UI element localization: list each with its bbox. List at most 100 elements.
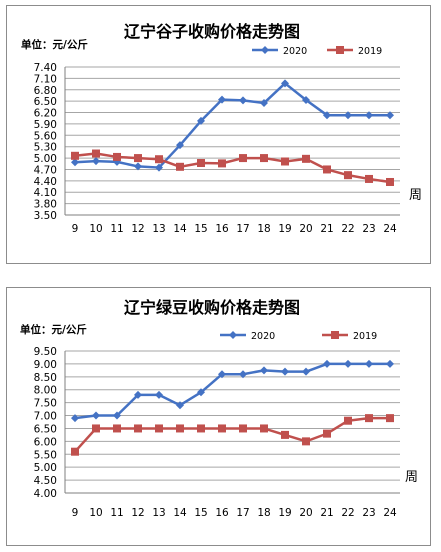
data-point-2020 <box>281 79 289 88</box>
y-tick-label: 4.10 <box>34 187 57 199</box>
x-tick-label: 14 <box>173 507 187 519</box>
y-tick-label: 4.00 <box>34 488 57 500</box>
data-point-2020 <box>155 390 163 399</box>
data-point-2020 <box>197 388 205 397</box>
data-point-2020 <box>365 359 373 368</box>
y-tick-label: 4.50 <box>34 475 57 487</box>
data-point-2020 <box>260 366 268 375</box>
chart-panel-millet: 辽宁谷子收购价格走势图 单位：元/公斤 2020 2019 7.40 7.10 6.80 6.… <box>6 5 431 264</box>
data-point-2019 <box>323 429 331 438</box>
legend-marker-2020 <box>229 331 237 339</box>
x-tick-label: 21 <box>320 223 333 235</box>
data-point-2019 <box>197 159 205 168</box>
data-point-2020 <box>92 157 100 166</box>
y-tick-label: 6.80 <box>34 85 57 97</box>
y-tick-label: 7.10 <box>34 73 57 85</box>
data-point-2019 <box>365 414 373 423</box>
y-tick-label: 5.00 <box>34 153 57 165</box>
data-point-2019 <box>344 171 352 180</box>
x-tick-label: 16 <box>215 507 229 519</box>
x-axis-label: 周 <box>405 470 418 485</box>
y-tick-label: 4.70 <box>34 164 57 176</box>
x-tick-label: 24 <box>383 507 397 519</box>
data-point-2019 <box>71 151 79 160</box>
data-point-2020 <box>365 111 373 120</box>
data-point-2020 <box>239 96 247 105</box>
data-point-2020 <box>197 116 205 125</box>
data-point-2020 <box>113 411 121 420</box>
x-tick-label: 17 <box>236 223 249 235</box>
legend-label-2020: 2020 <box>283 46 307 57</box>
x-tick-label: 18 <box>257 507 270 519</box>
y-gridlines <box>65 66 400 216</box>
x-tick-label: 17 <box>236 507 249 519</box>
data-point-2020 <box>176 141 184 150</box>
data-point-2020 <box>323 111 331 120</box>
x-tick-label: 11 <box>110 223 123 235</box>
x-tick-label: 22 <box>341 507 354 519</box>
data-point-2020 <box>323 359 331 368</box>
data-point-2019 <box>386 414 394 423</box>
data-point-2019 <box>155 424 163 433</box>
y-tick-label: 9.00 <box>34 359 57 371</box>
legend-marker-2019 <box>336 46 344 54</box>
x-tick-label: 11 <box>110 507 123 519</box>
x-tick-label: 10 <box>89 223 102 235</box>
legend-label-2020: 2020 <box>251 331 275 342</box>
data-point-2019 <box>260 424 268 433</box>
data-point-2019 <box>239 424 247 433</box>
data-point-2019 <box>113 152 121 161</box>
data-point-2019 <box>323 165 331 174</box>
x-tick-label: 13 <box>152 507 165 519</box>
legend-label-2019: 2019 <box>353 331 377 342</box>
data-point-2020 <box>239 370 247 379</box>
series-line-2020 <box>74 82 390 169</box>
x-tick-label: 14 <box>173 223 187 235</box>
unit-label: 单位：元/公斤 <box>20 323 87 336</box>
y-tick-label: 7.00 <box>34 411 57 423</box>
x-tick-label: 9 <box>72 223 79 235</box>
data-point-2020 <box>302 96 310 105</box>
data-point-2020 <box>71 158 79 167</box>
data-point-2019 <box>218 159 226 168</box>
x-tick-label: 19 <box>278 507 291 519</box>
x-tick-label: 16 <box>215 223 229 235</box>
data-point-2019 <box>302 437 310 446</box>
y-tick-label: 7.40 <box>34 62 57 74</box>
y-tick-label: 4.40 <box>34 176 57 188</box>
y-tick-label: 3.80 <box>34 199 57 211</box>
x-tick-label: 12 <box>131 507 144 519</box>
legend-marker-2020 <box>261 46 269 54</box>
data-point-2019 <box>134 424 142 433</box>
data-point-2019 <box>344 416 352 425</box>
series-line-2019 <box>74 152 391 184</box>
data-point-2019 <box>176 424 184 433</box>
x-tick-label: 23 <box>362 507 375 519</box>
data-point-2019 <box>218 424 226 433</box>
data-point-2019 <box>176 162 184 171</box>
data-point-2019 <box>71 447 79 456</box>
y-tick-label: 5.90 <box>34 119 57 131</box>
data-point-2019 <box>155 155 163 164</box>
data-point-2019 <box>134 154 142 163</box>
x-tick-label: 19 <box>278 223 291 235</box>
data-point-2019 <box>92 149 100 158</box>
unit-label: 单位：元/公斤 <box>21 38 88 51</box>
y-tick-label: 5.60 <box>34 130 57 142</box>
x-tick-label: 10 <box>89 507 102 519</box>
chart-title: 辽宁谷子收购价格走势图 <box>124 22 300 41</box>
x-tick-label: 22 <box>341 223 354 235</box>
data-point-2020 <box>92 411 100 420</box>
x-tick-label: 23 <box>362 223 375 235</box>
data-point-2020 <box>281 367 289 376</box>
data-point-2019 <box>197 424 205 433</box>
y-tick-label: 5.00 <box>34 462 57 474</box>
data-point-2020 <box>344 359 352 368</box>
series-line-2020 <box>74 362 390 420</box>
y-tick-label: 6.50 <box>34 96 57 108</box>
data-point-2020 <box>134 162 142 171</box>
data-point-2020 <box>344 111 352 120</box>
y-tick-label: 6.00 <box>34 436 57 448</box>
x-axis-label: 周 <box>409 188 422 203</box>
chart-panel-mungbean: 辽宁绿豆收购价格走势图 单位：元/公斤 2020 2019 9.50 9.00 8.50 8.… <box>6 287 431 546</box>
